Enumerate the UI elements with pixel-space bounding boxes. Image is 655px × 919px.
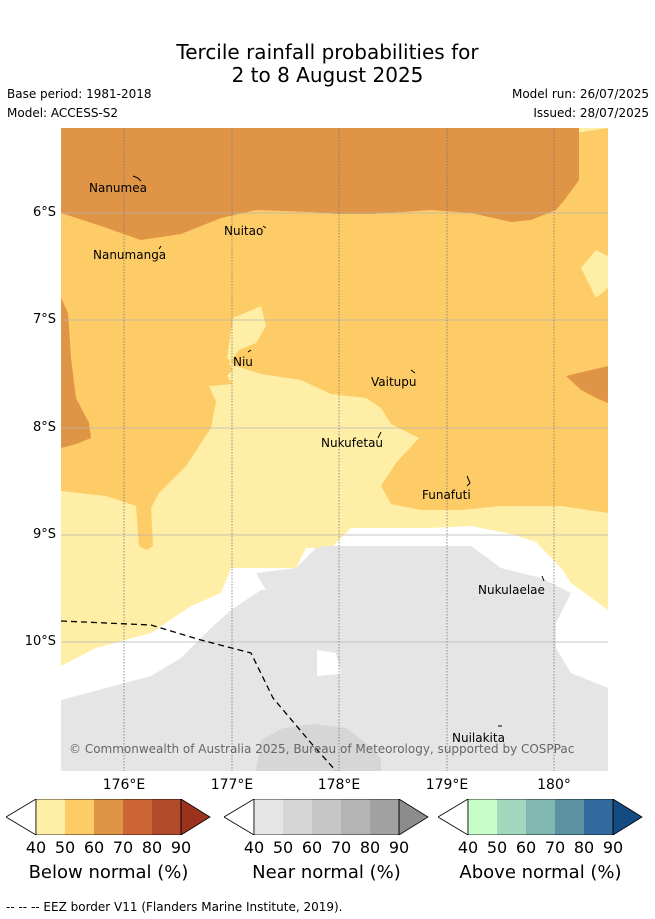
colorbar-below-segment bbox=[36, 799, 65, 835]
colorbar-near-segment bbox=[341, 799, 370, 835]
nuitao-island bbox=[262, 225, 267, 229]
lon-label: 178°E bbox=[317, 777, 361, 793]
colorbar-near-title: Near normal (%) bbox=[252, 862, 401, 883]
lat-label: 10°S bbox=[24, 634, 56, 649]
nanumea-island bbox=[132, 175, 142, 182]
colorbar-tick: 80 bbox=[359, 838, 381, 857]
island-label: Nanumanga bbox=[93, 248, 166, 262]
colorbar-tick: 90 bbox=[388, 838, 410, 857]
island-label: Nanumea bbox=[89, 181, 147, 195]
base-period-label: Base period: 1981-2018 bbox=[7, 87, 152, 101]
rainfall-map: Nanumea Nanumanga Nuitao Niu Vaitupu Nuk… bbox=[61, 128, 608, 771]
lon-label: 177°E bbox=[210, 777, 254, 793]
nukufetau-island bbox=[377, 431, 382, 439]
colorbar-above-segment bbox=[497, 799, 526, 835]
colorbar-tick: 50 bbox=[54, 838, 76, 857]
colorbar-tick: 40 bbox=[457, 838, 479, 857]
colorbar-below-max-arrow bbox=[180, 798, 211, 836]
nanumanga-island bbox=[158, 245, 162, 250]
zone-below-50 bbox=[61, 128, 608, 550]
colorbar-tick: 60 bbox=[301, 838, 323, 857]
colorbar-below-title: Below normal (%) bbox=[28, 862, 189, 883]
colorbar-below-segment bbox=[152, 799, 181, 835]
colorbar-tick: 50 bbox=[272, 838, 294, 857]
colorbar-near-segment bbox=[283, 799, 312, 835]
colorbar-near-segment bbox=[370, 799, 399, 835]
island-label: Nuilakita bbox=[452, 731, 505, 745]
zone-below-60-north bbox=[61, 128, 579, 240]
colorbar-tick: 90 bbox=[170, 838, 192, 857]
island-label: Nuitao bbox=[224, 224, 263, 238]
colorbar-above-segment bbox=[555, 799, 584, 835]
island-label: Funafuti bbox=[422, 488, 471, 502]
colorbar-tick: 90 bbox=[602, 838, 624, 857]
eez-footnote: -- -- -- EEZ border V11 (Flanders Marine… bbox=[6, 900, 343, 914]
colorbar-above-segment bbox=[468, 799, 497, 835]
zone-no-signal-hole bbox=[317, 650, 341, 676]
colorbar-tick: 80 bbox=[141, 838, 163, 857]
colorbar-tick: 80 bbox=[573, 838, 595, 857]
lon-label: 179°E bbox=[425, 777, 469, 793]
colorbar-below-segment bbox=[123, 799, 152, 835]
model-run-label: Model run: 26/07/2025 bbox=[511, 87, 649, 101]
map-title-line2: 2 to 8 August 2025 bbox=[231, 63, 424, 87]
colorbar-below-min-arrow bbox=[5, 798, 37, 836]
island-label: Nukulaelae bbox=[478, 583, 545, 597]
niu-island bbox=[247, 349, 252, 353]
zone-near-50 bbox=[256, 724, 381, 771]
colorbar-above-title: Above normal (%) bbox=[459, 862, 622, 883]
island-label: Niu bbox=[233, 355, 253, 369]
colorbar-tick: 40 bbox=[243, 838, 265, 857]
island-label: Nukufetau bbox=[321, 436, 383, 450]
colorbar-above bbox=[437, 798, 643, 839]
colorbar-near bbox=[223, 798, 429, 839]
lat-label: 9°S bbox=[32, 527, 56, 542]
issued-label: Issued: 28/07/2025 bbox=[533, 106, 649, 120]
funafuti-island bbox=[466, 475, 471, 487]
zone-below-40-pocket bbox=[227, 306, 266, 370]
colorbar-above-segment bbox=[526, 799, 555, 835]
colorbar-tick: 70 bbox=[544, 838, 566, 857]
colorbar-tick: 50 bbox=[486, 838, 508, 857]
colorbar-tick: 40 bbox=[25, 838, 47, 857]
colorbar-near-segment bbox=[312, 799, 341, 835]
eez-border bbox=[61, 620, 337, 771]
island-label: Vaitupu bbox=[371, 375, 417, 389]
lat-label: 6°S bbox=[32, 205, 56, 220]
zone-below-60-west bbox=[61, 298, 91, 448]
colorbar-tick: 70 bbox=[112, 838, 134, 857]
lat-label: 7°S bbox=[32, 312, 56, 327]
vaitupu-island bbox=[410, 369, 416, 374]
colorbar-below-segment bbox=[94, 799, 123, 835]
colorbar-tick: 60 bbox=[83, 838, 105, 857]
colorbar-below bbox=[5, 798, 211, 839]
colorbar-tick: 70 bbox=[330, 838, 352, 857]
zone-below-60-east bbox=[566, 366, 608, 403]
nukulaelae-island bbox=[541, 575, 545, 582]
colorbar-tick: 60 bbox=[515, 838, 537, 857]
colorbar-near-segment bbox=[254, 799, 283, 835]
lon-label: 176°E bbox=[102, 777, 146, 793]
copyright-notice: © Commonwealth of Australia 2025, Bureau… bbox=[69, 742, 575, 756]
colorbar-above-segment bbox=[584, 799, 613, 835]
map-title-line1: Tercile rainfall probabilities for bbox=[176, 40, 479, 64]
lat-label: 8°S bbox=[32, 420, 56, 435]
model-label: Model: ACCESS-S2 bbox=[7, 106, 119, 120]
colorbar-below-segment bbox=[65, 799, 94, 835]
lon-label: 180° bbox=[537, 777, 571, 793]
